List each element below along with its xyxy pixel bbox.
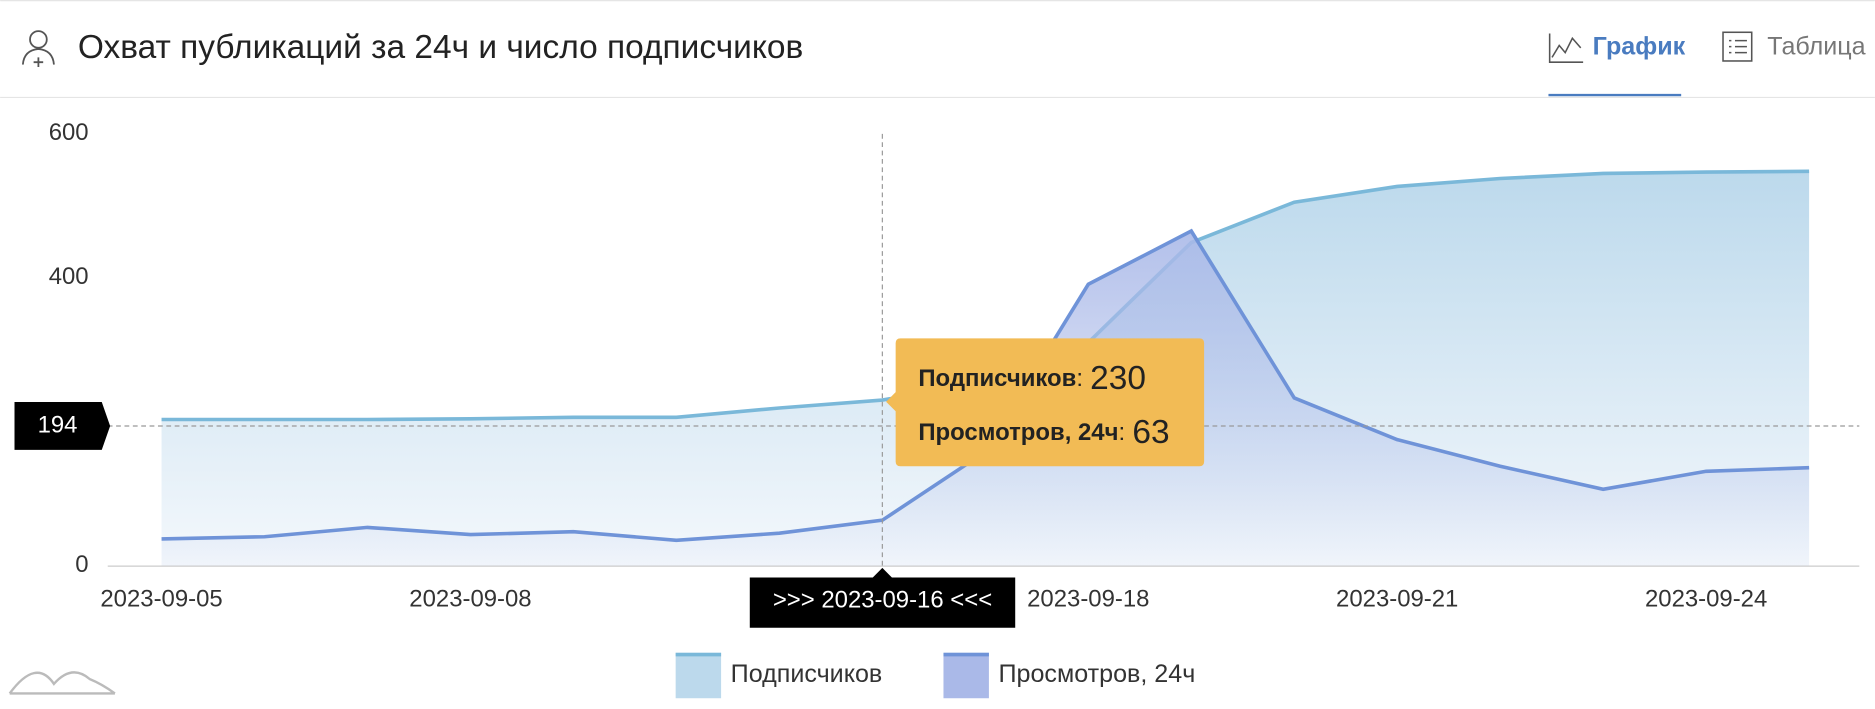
tooltip-separator: : xyxy=(1076,366,1083,393)
legend-label: Подписчиков xyxy=(731,660,883,688)
x-tick-label: 2023-09-21 xyxy=(1336,586,1458,613)
x-tick-label: 2023-09-05 xyxy=(100,586,222,613)
tooltip-row: Просмотров, 24ч: 63 xyxy=(918,414,1169,451)
area-fill xyxy=(161,231,1810,566)
legend-swatch xyxy=(943,652,989,699)
x-tick-label: 2023-09-24 xyxy=(1645,586,1767,613)
table-tab-icon[interactable] xyxy=(1722,31,1753,62)
legend-swatch xyxy=(675,652,722,699)
tab-table[interactable]: Таблица xyxy=(1767,32,1865,60)
user-icon xyxy=(21,30,55,67)
crosshair-y-label: 194 xyxy=(38,411,78,438)
y-tick-label: 0 xyxy=(75,551,88,578)
x-tick-label: 2023-09-08 xyxy=(409,586,531,613)
tooltip-value: 63 xyxy=(1132,414,1169,451)
crosshair-x-label: >>> 2023-09-16 <<< xyxy=(773,587,992,614)
crosshair-x-box xyxy=(749,567,1016,628)
plot: 0 400 600 2023-09-05 2023-09-08 2023-09-18 202… xyxy=(14,119,1860,699)
tooltip-box xyxy=(886,338,1205,467)
tooltip-name: Подписчиков xyxy=(918,366,1076,393)
tooltip-name: Просмотров, 24ч xyxy=(918,419,1118,446)
tab-chart[interactable]: График xyxy=(1593,32,1686,60)
chart-tab-icon[interactable] xyxy=(1548,33,1584,63)
y-tick-label: 600 xyxy=(49,119,89,146)
x-tick-label: 2023-09-18 xyxy=(1027,586,1149,613)
y-tick-label: 400 xyxy=(49,263,89,290)
tooltip-value: 230 xyxy=(1090,360,1146,397)
legend-item[interactable]: Подписчиков xyxy=(675,652,883,699)
tooltip-separator: : xyxy=(1118,419,1125,446)
tooltip-row: Подписчиков: 230 xyxy=(918,360,1146,397)
logo xyxy=(8,671,116,695)
crosshair-y-box xyxy=(14,402,111,450)
legend-item[interactable]: Просмотров, 24ч xyxy=(943,652,1195,699)
legend-label: Просмотров, 24ч xyxy=(998,660,1195,688)
header-title: Охват публикаций за 24ч и число подписчи… xyxy=(78,29,803,66)
